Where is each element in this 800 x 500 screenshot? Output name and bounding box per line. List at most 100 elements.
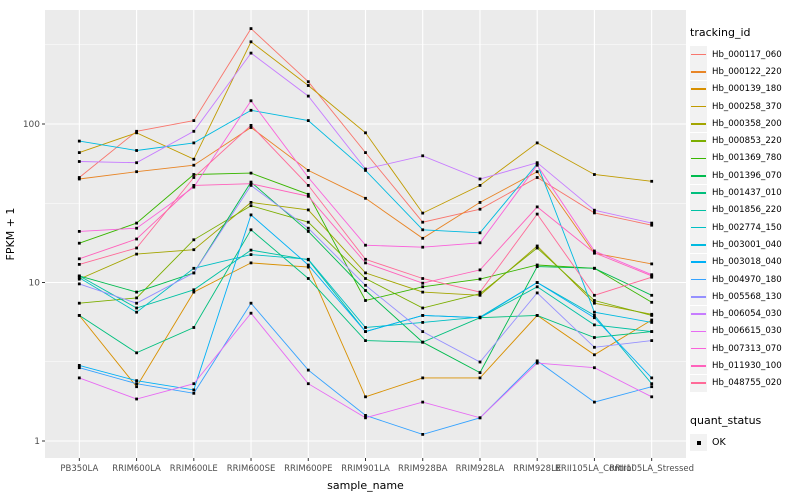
legend-key-line [691, 53, 706, 56]
legend-item-label: Hb_003001_040 [712, 239, 782, 250]
data-point [650, 385, 654, 389]
legend-item-status-OK: OK [690, 434, 800, 452]
legend-item-Hb_011930_100: Hb_011930_100 [690, 357, 800, 375]
data-point [77, 263, 81, 266]
data-point [364, 283, 367, 287]
data-point [478, 241, 482, 245]
data-point [135, 161, 138, 165]
data-point [364, 339, 367, 342]
legend-key-swatch [690, 63, 707, 81]
data-point [478, 184, 482, 187]
legend-key-swatch [690, 46, 707, 64]
data-point [364, 151, 367, 154]
data-point [478, 376, 482, 380]
legend-item-label: Hb_001437_010 [712, 188, 782, 199]
data-point [135, 221, 138, 225]
legend-key-swatch [690, 236, 707, 254]
data-point [306, 169, 310, 172]
legend-key-swatch [690, 253, 707, 271]
data-point [135, 306, 138, 310]
data-point [421, 285, 425, 289]
data-point [593, 314, 596, 317]
x-tick-label: RRIM928BA [398, 464, 448, 474]
x-tick-label: RRIM901LA [341, 464, 390, 474]
data-point [535, 265, 539, 268]
legend-item-Hb_000139_180: Hb_000139_180 [690, 80, 800, 98]
legend-key-line [691, 226, 706, 229]
data-point [77, 364, 81, 367]
data-point [535, 141, 539, 145]
legend-item-Hb_003018_040: Hb_003018_040 [690, 253, 800, 271]
data-point [593, 173, 596, 176]
data-point [535, 163, 539, 167]
legend-item-label: Hb_048755_020 [712, 378, 782, 389]
x-tick-label: RRII105LA_Control [555, 464, 634, 474]
x-tick-label: RRIM600PE [284, 464, 332, 474]
data-point [306, 208, 310, 212]
data-point [535, 170, 539, 174]
data-point [306, 220, 310, 224]
legend-item-label: Hb_001396_070 [712, 170, 782, 181]
data-point [421, 236, 425, 240]
legend-key-line [691, 71, 706, 73]
data-point [364, 196, 367, 200]
legend-title-tracking-id: tracking_id [690, 26, 751, 39]
data-point [535, 359, 539, 363]
data-point [192, 184, 196, 187]
legend-item-label: Hb_000122_220 [712, 66, 782, 77]
legend-key-swatch [690, 115, 707, 133]
data-point [650, 223, 654, 227]
data-point [364, 261, 367, 265]
data-point [306, 194, 310, 198]
data-point [593, 293, 596, 297]
data-point [192, 266, 196, 270]
legend-item-label: Hb_006054_030 [712, 309, 782, 320]
data-point [249, 213, 253, 217]
data-point [650, 262, 654, 266]
data-point [593, 316, 596, 320]
legend-key-line [691, 244, 706, 246]
data-point [249, 261, 253, 265]
data-point [192, 176, 196, 179]
data-point [535, 291, 539, 295]
data-point [593, 353, 596, 357]
data-point [249, 108, 253, 112]
data-point [535, 361, 539, 365]
data-point [249, 171, 253, 175]
data-point [77, 257, 81, 261]
x-tick-label: RRIM928LA [456, 464, 505, 474]
data-point [249, 182, 253, 186]
legend-key-swatch [690, 322, 707, 340]
data-point [135, 310, 138, 314]
data-point [249, 51, 253, 55]
data-point [650, 275, 654, 279]
data-point [192, 129, 196, 133]
legend-item-label: Hb_011930_100 [712, 360, 782, 371]
legend-item-Hb_001856_220: Hb_001856_220 [690, 201, 800, 219]
data-point [593, 345, 596, 349]
data-point [535, 314, 539, 317]
legend-item-label: Hb_000258_370 [712, 101, 782, 112]
data-point [421, 281, 425, 285]
data-point [478, 290, 482, 294]
data-point [192, 238, 196, 242]
legend-status-items: OK [690, 434, 800, 452]
data-point [535, 281, 539, 284]
data-point [478, 360, 482, 364]
data-point [135, 397, 138, 401]
data-point [135, 149, 138, 152]
data-point [478, 231, 482, 235]
data-point [478, 293, 482, 297]
data-point [364, 416, 367, 420]
x-tick-label: RRII105LA_Stressed [609, 464, 694, 474]
data-point [77, 276, 81, 280]
data-point [306, 382, 310, 386]
legend-item-label: Hb_000117_060 [712, 49, 782, 60]
data-point [192, 173, 196, 176]
legend-item-Hb_000117_060: Hb_000117_060 [690, 46, 800, 64]
data-point [249, 184, 253, 187]
data-point [478, 292, 482, 296]
data-point [192, 248, 196, 252]
legend-key-swatch [690, 374, 707, 392]
legend-title-quant-status: quant_status [690, 413, 762, 427]
